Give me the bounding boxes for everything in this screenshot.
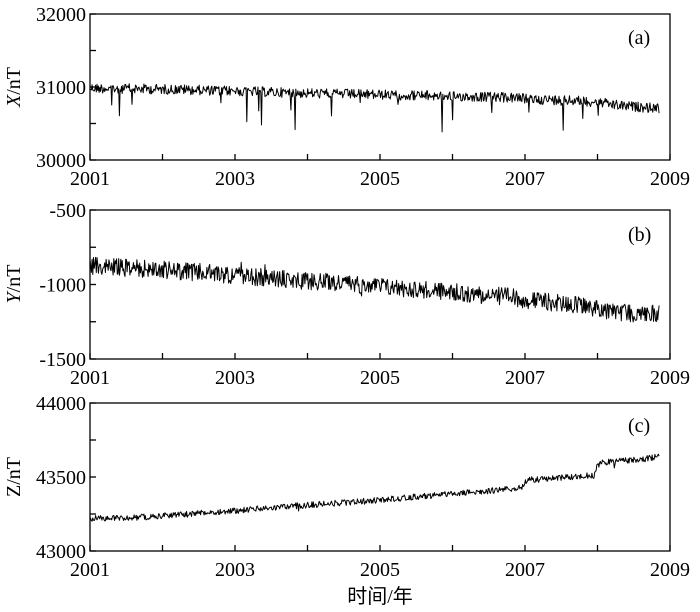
y-axis-label: Y/nT bbox=[3, 265, 25, 304]
panel-tag: (a) bbox=[628, 27, 650, 49]
panel-tag: (c) bbox=[628, 415, 650, 437]
panel-a: 30000 31000 32000 2001 2003 2005 2007 2009 (a)… bbox=[3, 4, 690, 190]
y-axis-label-var: Z bbox=[3, 485, 25, 497]
panel-c: 43000 43500 44000 2001 2003 2005 2007 2009 (c)… bbox=[3, 393, 690, 581]
x-tick-label: 2003 bbox=[215, 559, 255, 581]
x-tick-label: 2001 bbox=[70, 367, 110, 389]
x-tick-label: 2005 bbox=[360, 367, 400, 389]
x-tick-label: 2007 bbox=[505, 367, 545, 389]
y-axis-label-unit: /nT bbox=[3, 265, 25, 293]
panel-b: -1500-1000-500 2001 2003 2005 2007 2009 (b) … bbox=[3, 200, 690, 389]
x-tick-label: 2009 bbox=[650, 168, 690, 190]
y-tick-label: -1500 bbox=[39, 349, 86, 371]
y-ticks: 43000 43500 44000 bbox=[36, 393, 96, 563]
y-ticks: 30000 31000 32000 bbox=[36, 4, 96, 172]
y-tick-label: -1000 bbox=[39, 275, 86, 297]
y-axis-label-var: Y bbox=[3, 290, 25, 303]
y-tick-label: -500 bbox=[49, 200, 86, 222]
y-tick-label: 30000 bbox=[36, 150, 86, 172]
y-axis-label-unit: /nT bbox=[3, 457, 25, 485]
series-line-y bbox=[89, 256, 660, 323]
y-axis-label-unit: /nT bbox=[3, 67, 25, 95]
x-tick-label: 2001 bbox=[70, 168, 110, 190]
y-axis-label-var: X bbox=[3, 94, 25, 108]
y-tick-label: 31000 bbox=[36, 77, 86, 99]
x-tick-label: 2003 bbox=[215, 168, 255, 190]
panel-tag: (b) bbox=[628, 224, 651, 246]
x-tick-label: 2005 bbox=[360, 559, 400, 581]
y-tick-label: 44000 bbox=[36, 393, 86, 415]
y-tick-label: 43000 bbox=[36, 541, 86, 563]
x-axis-label: 时间/年 bbox=[347, 585, 413, 608]
series-line-z bbox=[89, 453, 660, 522]
x-tick-label: 2005 bbox=[360, 168, 400, 190]
x-tick-label: 2001 bbox=[70, 559, 110, 581]
x-tick-label: 2007 bbox=[505, 168, 545, 190]
y-tick-label: 32000 bbox=[36, 4, 86, 26]
x-ticks: 2001 2003 2005 2007 2009 bbox=[70, 154, 690, 190]
series-line-x bbox=[89, 83, 660, 133]
x-tick-label: 2003 bbox=[215, 367, 255, 389]
x-tick-label: 2009 bbox=[650, 367, 690, 389]
x-ticks: 2001 2003 2005 2007 2009 bbox=[70, 353, 690, 389]
x-tick-label: 2007 bbox=[505, 559, 545, 581]
y-axis-label: X/nT bbox=[3, 67, 25, 108]
panel-frame bbox=[89, 209, 671, 360]
y-ticks: -1500 -1000 -500 bbox=[39, 200, 96, 371]
y-tick-label: 43500 bbox=[36, 467, 86, 489]
x-tick-label: 2009 bbox=[650, 559, 690, 581]
y-axis-label: Z/nT bbox=[3, 457, 25, 497]
x-ticks: 2001 2003 2005 2007 2009 bbox=[70, 545, 690, 581]
